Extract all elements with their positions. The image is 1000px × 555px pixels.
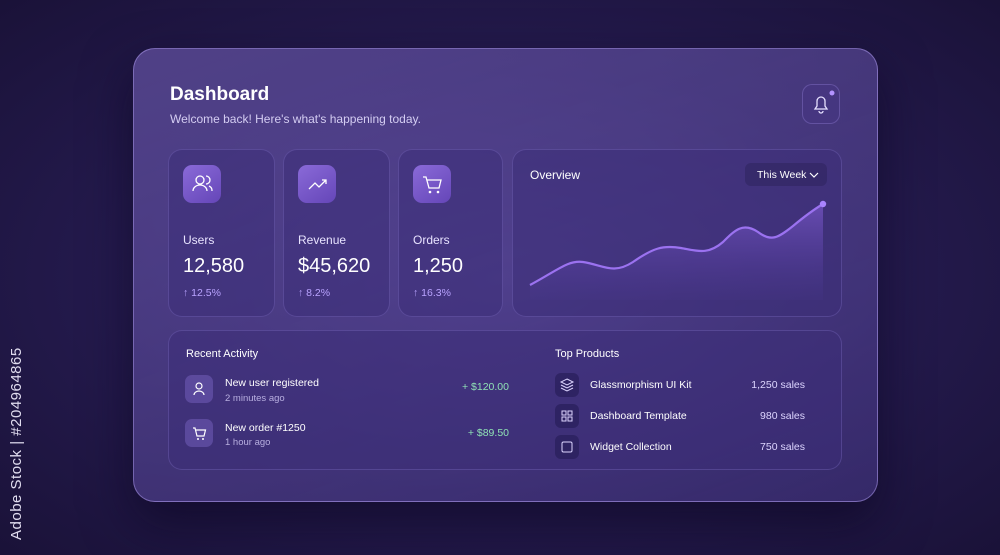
overview-card: Overview This Week: [512, 149, 842, 317]
stat-change: ↑ 8.2%: [298, 287, 331, 299]
period-label: This Week: [757, 169, 807, 181]
stat-change: ↑ 16.3%: [413, 287, 451, 299]
stat-label: Orders: [413, 233, 450, 247]
stat-label: Revenue: [298, 233, 347, 247]
product-sales: 980 sales: [760, 410, 805, 422]
product-sales: 1,250 sales: [751, 379, 805, 391]
stat-label: Users: [183, 233, 215, 247]
product-name: Dashboard Template: [590, 410, 687, 422]
activity-title: New order #1250: [225, 422, 306, 434]
bottom-card: Recent Activity New user registered 2 mi…: [168, 330, 842, 470]
stat-card: Revenue $45,620 ↑ 8.2%: [283, 149, 390, 317]
section-title: Top Products: [555, 348, 620, 360]
grid-icon: [555, 404, 579, 428]
layers-icon: [555, 373, 579, 397]
activity-amount: + $120.00: [461, 381, 509, 393]
activity-amount: + $89.50: [467, 427, 509, 439]
notification-button[interactable]: [802, 84, 840, 124]
product-name: Widget Collection: [590, 441, 672, 453]
title: Dashboard: [170, 84, 270, 105]
product-sales: 750 sales: [760, 441, 805, 453]
user-icon: [185, 375, 213, 403]
stat-card: Orders 1,250 ↑ 16.3%: [398, 149, 503, 317]
stat-value: 12,580: [183, 255, 245, 277]
stat-value: $45,620: [298, 255, 371, 277]
stat-change: ↑ 12.5%: [183, 287, 221, 299]
product-name: Glassmorphism UI Kit: [590, 379, 692, 391]
orders-icon: [413, 165, 451, 203]
watermark: Adobe Stock | #204964865: [8, 347, 25, 540]
period-dropdown[interactable]: This Week: [745, 163, 827, 186]
stat-card: Users 12,580 ↑ 12.5%: [168, 149, 275, 317]
users-icon: [183, 165, 221, 203]
subtitle: Welcome back! Here's what's happening to…: [170, 112, 421, 126]
section-title: Recent Activity: [186, 348, 259, 360]
revenue-icon: [298, 165, 336, 203]
bell-icon: [813, 90, 835, 114]
stat-value: 1,250: [413, 255, 464, 277]
activity-title: New user registered: [225, 377, 319, 389]
overview-graphic: [529, 200, 827, 300]
activity-time: 1 hour ago: [225, 437, 271, 448]
overview-title: Overview: [530, 168, 581, 182]
cart-icon: [185, 419, 213, 447]
activity-time: 2 minutes ago: [225, 393, 285, 404]
widget-icon: [555, 435, 579, 459]
chevron: [809, 172, 819, 178]
